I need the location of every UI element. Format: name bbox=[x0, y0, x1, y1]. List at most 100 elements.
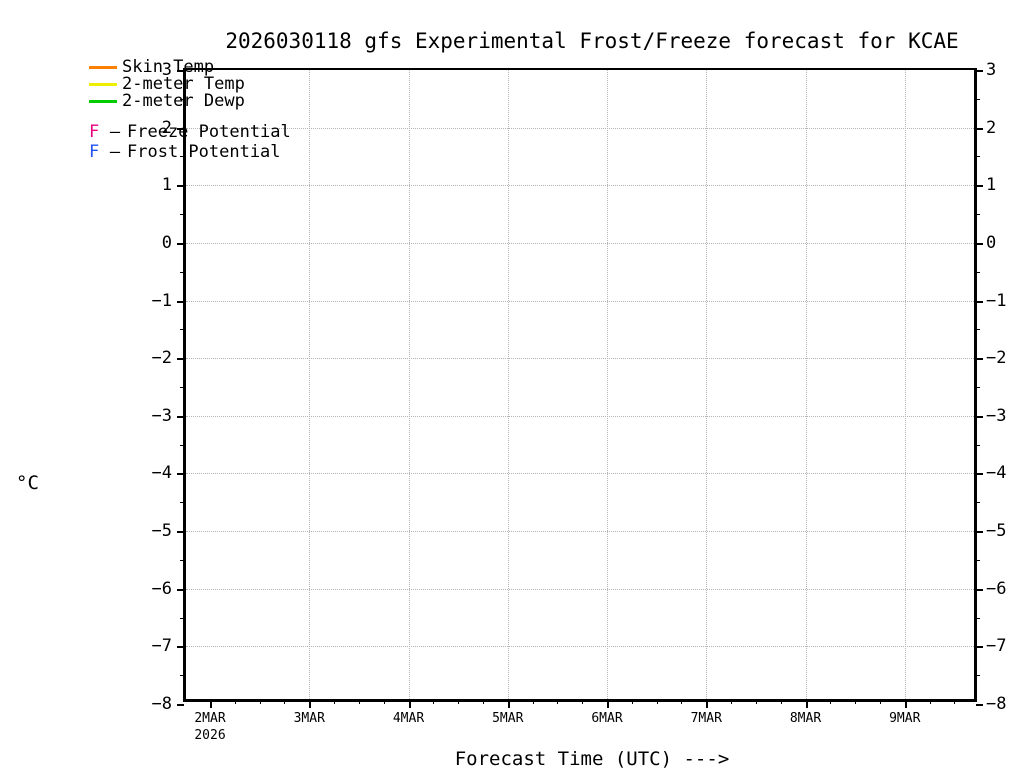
x-axis-minor-tick bbox=[383, 699, 385, 704]
y-axis-minor-tick bbox=[180, 617, 184, 619]
x-axis-tick bbox=[210, 700, 212, 708]
legend-line-entries: Skin Temp 2-meter Temp 2-meter Dewp bbox=[89, 59, 291, 110]
x-axis-tick-label: 4MAR bbox=[392, 711, 425, 726]
x-axis-tick-label: 8MAR bbox=[789, 711, 822, 726]
x-axis-tick-label: 9MAR bbox=[889, 711, 921, 726]
legend-item: 2-meter Temp bbox=[89, 76, 291, 93]
y-axis-minor-tick bbox=[180, 559, 184, 561]
grid-layer bbox=[186, 70, 974, 699]
x-axis-tick bbox=[904, 700, 907, 708]
y-axis-tick bbox=[177, 473, 184, 476]
y-axis-minor-tick bbox=[976, 617, 980, 619]
legend-item: Skin Temp bbox=[89, 59, 291, 76]
y-axis-tick-label: −4 bbox=[151, 463, 172, 484]
y-axis-tick bbox=[177, 185, 184, 188]
x-axis-minor-tick bbox=[681, 699, 683, 704]
gridline-vertical bbox=[904, 70, 906, 699]
y-axis-tick bbox=[976, 300, 983, 303]
y-axis-tick-label-right: 3 bbox=[986, 60, 997, 80]
x-axis-minor-tick bbox=[532, 699, 534, 704]
x-axis-tick-label: 2MAR bbox=[194, 711, 226, 726]
legend-item: F — Freeze Potential bbox=[89, 122, 291, 142]
x-axis-minor-tick bbox=[433, 699, 435, 704]
y-axis-tick bbox=[976, 127, 983, 130]
y-axis-tick-label: 1 bbox=[161, 175, 172, 196]
y-axis-minor-tick bbox=[976, 98, 980, 100]
y-axis-tick-label: −7 bbox=[151, 636, 172, 657]
x-axis-tick-label: 6MAR bbox=[591, 711, 623, 726]
x-axis-minor-tick bbox=[731, 699, 733, 704]
x-axis-minor-tick bbox=[582, 699, 584, 704]
y-axis-tick-label-right: −6 bbox=[986, 578, 1007, 599]
x-axis-minor-tick bbox=[334, 699, 336, 704]
y-axis-minor-tick bbox=[976, 559, 980, 561]
x-axis-minor-tick bbox=[284, 699, 286, 704]
y-axis-minor-tick bbox=[180, 329, 184, 331]
x-axis-tick-label: 3MAR bbox=[293, 711, 325, 726]
y-axis-minor-tick bbox=[976, 271, 980, 273]
legend-marker-entries: F — Freeze Potential F — Frost Potential bbox=[89, 122, 291, 162]
legend-item-label: Skin Temp bbox=[122, 57, 215, 77]
y-axis-minor-tick bbox=[180, 156, 184, 158]
x-axis-tick bbox=[507, 700, 510, 708]
legend-line-swatch bbox=[89, 83, 117, 86]
legend-item: F — Frost Potential bbox=[89, 142, 291, 162]
legend: Skin Temp 2-meter Temp 2-meter Dewp F — Free… bbox=[89, 59, 291, 162]
legend-marker-glyph: F bbox=[89, 142, 100, 162]
y-axis-tick bbox=[177, 127, 184, 130]
x-axis-minor-tick bbox=[458, 699, 460, 704]
x-axis-minor-tick bbox=[929, 699, 931, 704]
x-axis-tick bbox=[805, 700, 808, 708]
y-axis-minor-tick bbox=[976, 156, 980, 158]
y-axis-tick-label: 3 bbox=[161, 60, 172, 80]
y-axis-tick bbox=[976, 646, 983, 649]
y-axis-tick-label: −1 bbox=[151, 290, 172, 311]
y-axis-minor-tick bbox=[976, 214, 980, 216]
x-axis-minor-tick bbox=[780, 699, 782, 704]
gridline-horizontal bbox=[186, 473, 974, 475]
y-axis-minor-tick bbox=[180, 271, 184, 273]
y-axis-minor-tick bbox=[976, 675, 980, 677]
y-axis-title: °C bbox=[16, 472, 39, 494]
y-axis-tick bbox=[976, 415, 983, 418]
x-axis-tick bbox=[607, 700, 609, 708]
y-axis-tick bbox=[976, 473, 983, 476]
y-axis-minor-tick bbox=[180, 444, 184, 446]
x-axis-title: Forecast Time (UTC) ---> bbox=[454, 748, 730, 770]
y-axis-tick bbox=[976, 242, 983, 245]
y-axis-tick-label: −2 bbox=[151, 348, 172, 369]
y-axis-tick-label-right: 0 bbox=[986, 232, 997, 253]
x-axis-minor-tick bbox=[482, 699, 484, 704]
gridline-horizontal bbox=[186, 242, 974, 244]
y-axis-tick bbox=[177, 646, 184, 649]
gridline-horizontal bbox=[186, 531, 974, 533]
x-axis-minor-tick bbox=[557, 699, 559, 704]
page-title: 2026030118 gfs Experimental Frost/Freeze… bbox=[225, 29, 959, 53]
x-axis-minor-tick bbox=[755, 699, 757, 704]
x-axis-minor-tick bbox=[954, 699, 956, 704]
y-axis-tick bbox=[976, 588, 983, 591]
x-axis-tick-label: 7MAR bbox=[690, 711, 722, 726]
y-axis-tick-label: −8 bbox=[151, 694, 172, 714]
y-axis-tick bbox=[177, 300, 184, 303]
gridline-horizontal bbox=[186, 358, 974, 360]
legend-line-swatch bbox=[89, 66, 117, 69]
y-axis-tick bbox=[177, 531, 184, 534]
x-axis-minor-tick bbox=[830, 699, 832, 704]
y-axis-minor-tick bbox=[180, 502, 184, 504]
y-axis-tick bbox=[177, 704, 184, 706]
x-axis-tick bbox=[408, 700, 411, 708]
y-axis-tick bbox=[976, 358, 983, 361]
gridline-vertical bbox=[408, 70, 410, 699]
x-axis-year-label: 2026 bbox=[194, 728, 226, 743]
legend-dash: — bbox=[109, 122, 121, 142]
gridline-horizontal bbox=[186, 127, 974, 129]
gridline-horizontal bbox=[186, 185, 974, 187]
legend-item-label: 2-meter Temp bbox=[122, 74, 245, 94]
y-axis-tick bbox=[177, 358, 184, 361]
y-axis-tick-label-right: 2 bbox=[986, 117, 997, 138]
gridline-horizontal bbox=[186, 588, 974, 590]
y-axis-tick-label: −5 bbox=[151, 521, 172, 542]
y-axis-tick bbox=[177, 415, 184, 418]
x-axis-minor-tick bbox=[631, 699, 633, 704]
